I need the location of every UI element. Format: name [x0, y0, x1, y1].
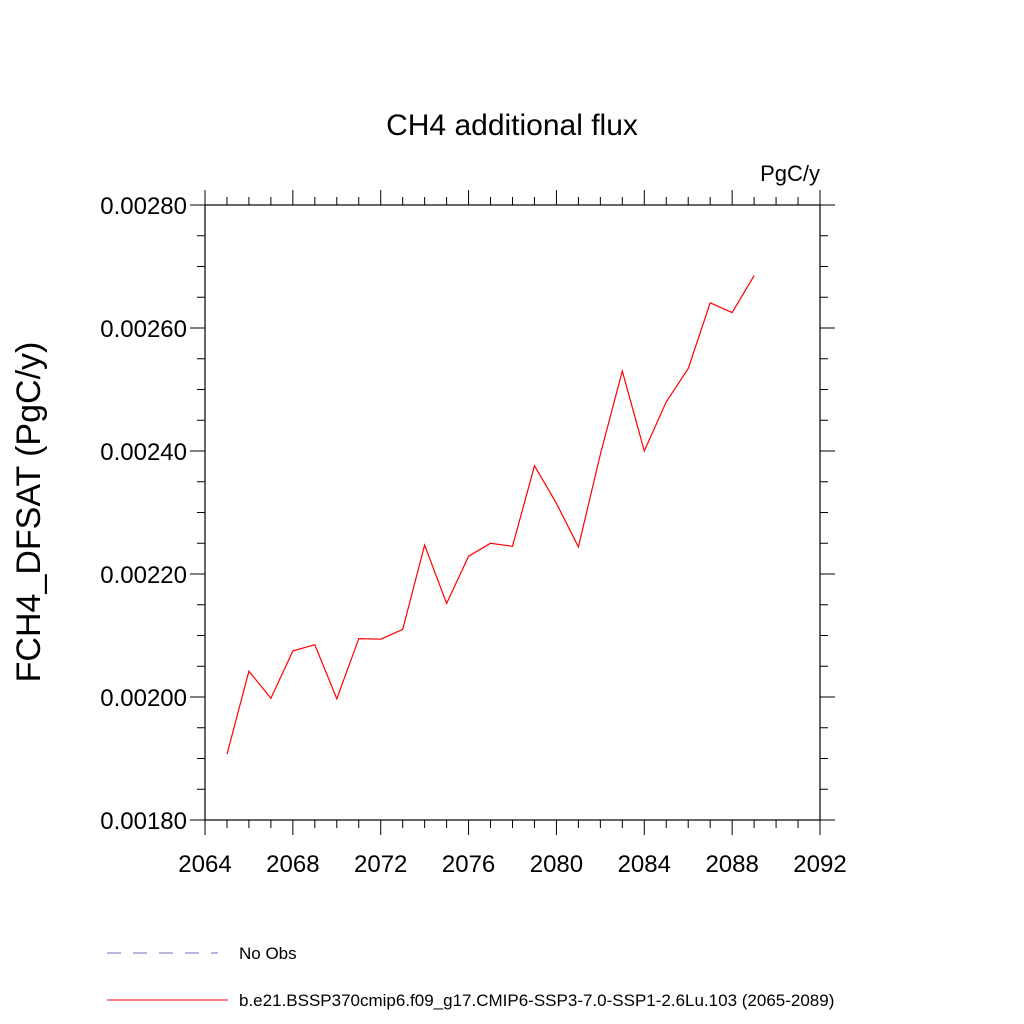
y-tick-label: 0.00220	[100, 562, 187, 589]
y-axis-label: FCH4_DFSAT (PgC/y)	[10, 342, 48, 683]
plot-frame	[204, 204, 821, 821]
y-tick-label: 0.00240	[100, 439, 187, 466]
x-tick-label: 2064	[178, 851, 231, 878]
y-tick-label: 0.00180	[100, 808, 187, 835]
x-tick-label: 2088	[705, 851, 758, 878]
y-tick-label: 0.00260	[100, 316, 187, 343]
y-tick-label: 0.00280	[100, 193, 187, 220]
legend-label-no-obs: No Obs	[239, 944, 297, 963]
series-lines	[226, 275, 755, 755]
legend-label-model-run: b.e21.BSSP370cmip6.f09_g17.CMIP6-SSP3-7.…	[239, 991, 834, 1010]
axis-ticks: 2064 2068 2072 2076 2080 2084 2088 2092 0.00180 0…	[100, 190, 847, 878]
y-tick-label: 0.00200	[100, 685, 187, 712]
x-tick-label: 2080	[530, 851, 583, 878]
chart-title: CH4 additional flux	[386, 109, 638, 142]
units-label: PgC/y	[760, 161, 820, 186]
series-line-0	[226, 275, 755, 755]
x-tick-label: 2072	[354, 851, 407, 878]
x-tick-label: 2084	[618, 851, 671, 878]
x-tick-label: 2068	[266, 851, 319, 878]
x-tick-label: 2076	[442, 851, 495, 878]
legend: No Obs b.e21.BSSP370cmip6.f09_g17.CMIP6-…	[107, 944, 834, 1010]
x-tick-label: 2092	[793, 851, 846, 878]
